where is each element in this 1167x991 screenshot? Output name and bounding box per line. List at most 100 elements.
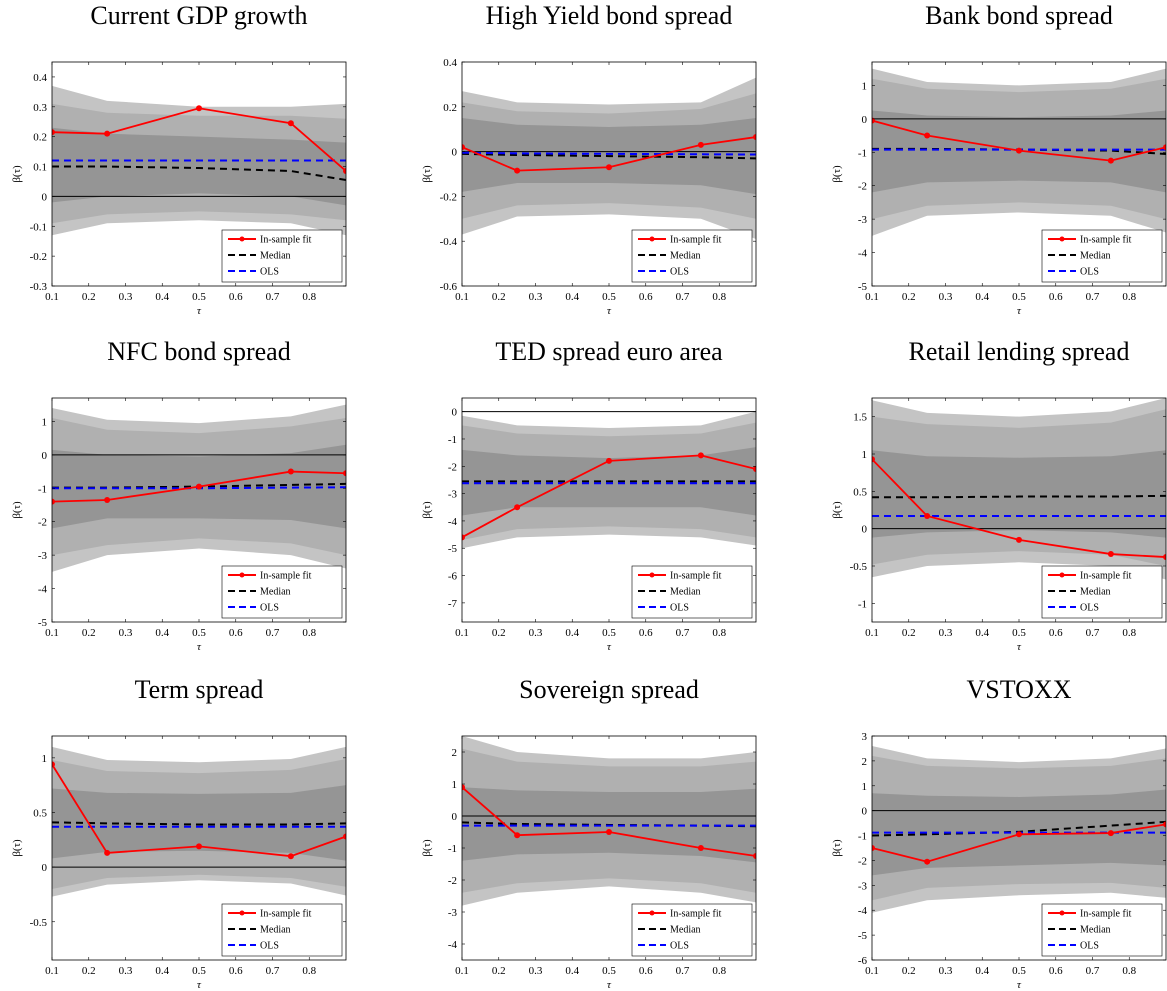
y-tick-label: -0.4 (440, 236, 458, 248)
x-tick-label: 0.7 (266, 965, 280, 977)
x-tick-label: 0.3 (939, 627, 953, 639)
y-tick-label: 0.2 (33, 132, 47, 144)
point (606, 457, 612, 464)
point (196, 483, 202, 490)
y-tick-label: 0.5 (853, 486, 867, 498)
y-tick-label: -2 (448, 875, 457, 887)
point (1016, 147, 1022, 154)
x-tick-label: 0.2 (902, 627, 916, 639)
x-tick-label: 0.3 (119, 965, 133, 977)
legend-label: Median (670, 251, 701, 262)
point (1107, 830, 1114, 837)
x-tick-label: 0.8 (712, 627, 726, 639)
x-tick-label: 0.2 (902, 291, 916, 303)
x-tick-label: 0.1 (865, 965, 879, 977)
x-axis-label: τ (607, 979, 612, 991)
x-tick-label: 0.1 (45, 291, 59, 303)
y-axis-label: β(τ) (421, 839, 433, 857)
x-tick-label: 0.8 (302, 291, 316, 303)
x-tick-label: 0.7 (266, 627, 280, 639)
y-tick-label: -2 (38, 517, 47, 529)
point (104, 849, 111, 856)
x-tick-label: 0.6 (1049, 627, 1063, 639)
x-tick-label: 0.8 (712, 291, 726, 303)
x-tick-label: 0.7 (676, 627, 690, 639)
x-tick-label: 0.5 (192, 291, 206, 303)
y-tick-label: 2 (452, 747, 458, 759)
y-tick-label: -2 (858, 855, 867, 867)
y-tick-label: -5 (448, 543, 458, 555)
point (104, 130, 111, 137)
point (52, 498, 55, 505)
y-tick-label: 0 (452, 147, 458, 159)
y-tick-label: -4 (448, 516, 458, 528)
legend-label: OLS (1080, 603, 1099, 614)
x-tick-label: 0.3 (939, 291, 953, 303)
legend-label: In-sample fit (260, 571, 312, 582)
y-tick-label: -4 (858, 905, 868, 917)
x-tick-label: 0.2 (82, 965, 96, 977)
panel-title: High Yield bond spread (486, 1, 733, 30)
x-tick-label: 0.1 (865, 627, 879, 639)
y-tick-label: 0.3 (33, 102, 47, 114)
legend-marker (239, 572, 245, 578)
legend-label: OLS (670, 603, 689, 614)
x-tick-label: 0.2 (492, 965, 506, 977)
legend-label: In-sample fit (670, 909, 722, 920)
y-tick-label: -5 (858, 930, 868, 942)
panel: Bank bond spread 0.1 0.2 0.3 0.4 0.5 0.6 0.7 0.8… (831, 1, 1167, 317)
x-tick-label: 0.5 (602, 627, 616, 639)
x-tick-label: 0.4 (975, 627, 989, 639)
legend-label: OLS (1080, 267, 1099, 278)
plot-area (52, 404, 346, 572)
x-tick-label: 0.3 (529, 627, 543, 639)
y-axis-label: β(τ) (831, 501, 843, 519)
x-tick-label: 0.5 (1012, 965, 1026, 977)
panel-title: Sovereign spread (519, 675, 699, 704)
y-tick-label: -6 (858, 955, 868, 967)
x-tick-label: 0.5 (192, 965, 206, 977)
y-tick-label: -1 (448, 843, 457, 855)
x-tick-label: 0.3 (939, 965, 953, 977)
x-axis-label: τ (607, 641, 612, 653)
y-tick-label: -1 (858, 147, 867, 159)
panel-title: Bank bond spread (925, 1, 1113, 30)
x-tick-label: 0.2 (902, 965, 916, 977)
legend-marker (649, 572, 655, 578)
x-tick-label: 0.7 (1086, 965, 1100, 977)
x-tick-label: 0.7 (266, 291, 280, 303)
x-tick-label: 0.4 (975, 291, 989, 303)
x-tick-label: 0.2 (492, 627, 506, 639)
legend-label: In-sample fit (1080, 909, 1132, 920)
point (196, 843, 202, 850)
x-tick-label: 0.4 (565, 965, 579, 977)
x-tick-label: 0.1 (45, 627, 59, 639)
y-tick-label: -0.2 (30, 251, 47, 263)
panel: Term spread 0.1 0.2 0.3 0.4 0.5 0.6 0.7 0.8 -0.5 0… (11, 675, 347, 991)
legend-marker (239, 236, 245, 242)
y-tick-label: 1 (42, 416, 48, 428)
legend-marker (649, 910, 655, 916)
panel-title: Current GDP growth (90, 1, 307, 30)
legend-label: In-sample fit (670, 235, 722, 246)
legend-label: In-sample fit (260, 235, 312, 246)
y-tick-label: -5 (38, 617, 48, 629)
plot-area (462, 736, 756, 906)
point (462, 534, 465, 541)
x-axis-label: τ (1017, 305, 1022, 317)
point (287, 853, 294, 860)
legend-label: Median (1080, 587, 1111, 598)
series-line (462, 152, 756, 160)
plot-area (52, 746, 346, 897)
series-line (52, 165, 346, 181)
point (1016, 536, 1022, 543)
y-axis-label: β(τ) (11, 501, 23, 519)
x-tick-label: 0.6 (639, 291, 653, 303)
x-tick-label: 0.4 (155, 627, 169, 639)
y-tick-label: -4 (858, 248, 868, 260)
point (753, 466, 756, 473)
legend-marker (1059, 236, 1065, 242)
y-tick-label: -7 (448, 598, 458, 610)
point (52, 761, 55, 768)
